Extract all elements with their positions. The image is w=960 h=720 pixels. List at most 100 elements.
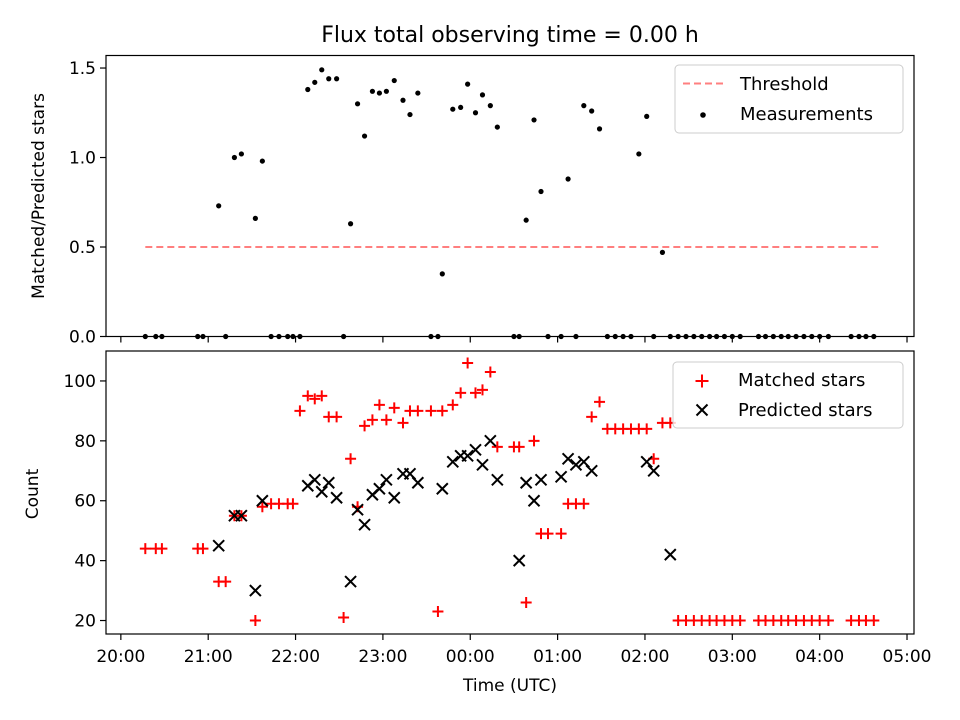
count-x-tick-label: 22:00 bbox=[271, 647, 320, 667]
count-y-tick-label: 20 bbox=[74, 612, 96, 632]
matched-star-point bbox=[484, 366, 496, 378]
count-panel: 20 40 60 80 100 20:00 21:00 22:00 23:00 00:00 01:… bbox=[23, 350, 932, 696]
predicted-star-point bbox=[380, 473, 393, 486]
predicted-star-point bbox=[344, 575, 357, 588]
measurement-point bbox=[458, 104, 464, 111]
measurement-point bbox=[538, 188, 544, 195]
matched-star-point bbox=[594, 396, 606, 408]
count-x-tick-label: 21:00 bbox=[184, 647, 233, 667]
predicted-star-point bbox=[308, 473, 321, 486]
count-plot-marks bbox=[139, 357, 880, 627]
matched-star-point bbox=[380, 414, 392, 426]
count-y-axis-label: Count bbox=[23, 468, 43, 519]
measurement-point bbox=[479, 92, 486, 98]
count-axes-frame bbox=[105, 350, 915, 635]
ratio-legend: Threshold Measurements bbox=[674, 64, 904, 134]
matched-star-point bbox=[513, 441, 525, 453]
measurement-point bbox=[326, 76, 332, 82]
predicted-star-point bbox=[527, 494, 541, 507]
measurement-point bbox=[494, 124, 500, 130]
predicted-star-point bbox=[534, 473, 548, 486]
measurement-point bbox=[581, 103, 587, 109]
matched-star-point bbox=[287, 498, 299, 510]
matched-star-point bbox=[220, 576, 232, 588]
legend-matched-label: Matched stars bbox=[738, 370, 865, 391]
predicted-star-point bbox=[585, 464, 598, 477]
matched-star-point bbox=[397, 417, 409, 429]
ratio-panel: 0.0 0.5 1.0 1.5 Matched/Predicted stars Thr… bbox=[29, 54, 915, 348]
predicted-star-point bbox=[358, 518, 371, 531]
predicted-star-point bbox=[315, 485, 328, 498]
matched-star-point bbox=[469, 387, 481, 399]
measurement-point bbox=[238, 151, 244, 157]
count-legend: Matched stars Predicted stars bbox=[672, 361, 904, 429]
predicted-star-point bbox=[256, 494, 269, 507]
matched-star-point bbox=[542, 528, 554, 540]
matched-star-point bbox=[249, 615, 261, 627]
count-y-axis: 20 40 60 80 100 bbox=[64, 372, 106, 632]
predicted-star-point bbox=[461, 449, 474, 463]
predicted-star-point bbox=[411, 476, 425, 489]
predicted-star-point bbox=[519, 476, 533, 489]
count-y-tick-label: 40 bbox=[74, 552, 96, 572]
ratio-axes-frame bbox=[105, 54, 915, 338]
predicted-star-point bbox=[569, 458, 583, 472]
measurement-point bbox=[376, 90, 383, 96]
count-x-tick-label: 20:00 bbox=[96, 647, 145, 667]
measurement-point bbox=[636, 151, 642, 157]
measurement-point bbox=[400, 97, 406, 103]
predicted-star-point bbox=[469, 443, 482, 457]
matched-star-point bbox=[294, 405, 306, 417]
matched-star-point bbox=[586, 411, 598, 423]
measurement-point bbox=[361, 133, 368, 139]
measurement-point bbox=[659, 249, 666, 255]
ratio-y-axis-label: Matched/Predicted stars bbox=[29, 93, 49, 299]
measurement-point bbox=[531, 117, 537, 123]
matched-star-point bbox=[555, 528, 567, 540]
predicted-star-point bbox=[664, 548, 677, 561]
measurement-point bbox=[439, 271, 445, 277]
predicted-star-point bbox=[249, 584, 262, 597]
count-x-tick-label: 23:00 bbox=[358, 647, 407, 667]
measurement-point bbox=[565, 176, 571, 182]
matched-star-point bbox=[388, 402, 400, 414]
measurement-point bbox=[487, 103, 493, 109]
predicted-star-point bbox=[212, 539, 225, 552]
matched-star-point bbox=[197, 543, 209, 555]
legend-predicted-swatch bbox=[695, 403, 709, 417]
ratio-legend-box bbox=[674, 64, 904, 134]
predicted-star-point bbox=[491, 473, 504, 486]
measurement-point bbox=[391, 77, 397, 84]
measurement-point bbox=[407, 111, 413, 118]
measurement-point bbox=[523, 217, 529, 223]
count-y-tick-label: 80 bbox=[74, 432, 96, 452]
matched-star-point bbox=[345, 453, 357, 465]
count-x-tick-label: 05:00 bbox=[883, 647, 932, 667]
ratio-y-tick-label: 0.5 bbox=[69, 238, 96, 258]
measurement-point bbox=[450, 106, 456, 112]
matched-star-point bbox=[366, 414, 378, 426]
matched-star-point bbox=[331, 411, 343, 423]
matched-star-point bbox=[734, 615, 746, 627]
matched-star-point bbox=[373, 399, 385, 411]
matched-star-point bbox=[302, 390, 314, 402]
matched-star-point bbox=[412, 405, 424, 417]
matched-star-point bbox=[316, 390, 328, 402]
measurement-point bbox=[644, 113, 650, 119]
matched-star-point bbox=[578, 498, 590, 510]
measurement-point bbox=[319, 67, 325, 73]
matched-star-point bbox=[491, 441, 503, 453]
predicted-star-point bbox=[330, 491, 343, 504]
predicted-star-point bbox=[640, 455, 653, 469]
ratio-y-axis: 0.0 0.5 1.0 1.5 bbox=[69, 59, 106, 348]
measurement-point bbox=[465, 81, 471, 87]
matched-star-point bbox=[476, 384, 488, 396]
legend-measurements-swatch bbox=[700, 112, 706, 118]
ratio-y-tick-label: 1.5 bbox=[69, 59, 96, 79]
predicted-star-point bbox=[446, 455, 459, 469]
predicted-star-point bbox=[388, 491, 401, 504]
legend-matched-swatch bbox=[695, 374, 709, 388]
predicted-star-point bbox=[436, 482, 449, 495]
predicted-star-point bbox=[554, 470, 568, 483]
